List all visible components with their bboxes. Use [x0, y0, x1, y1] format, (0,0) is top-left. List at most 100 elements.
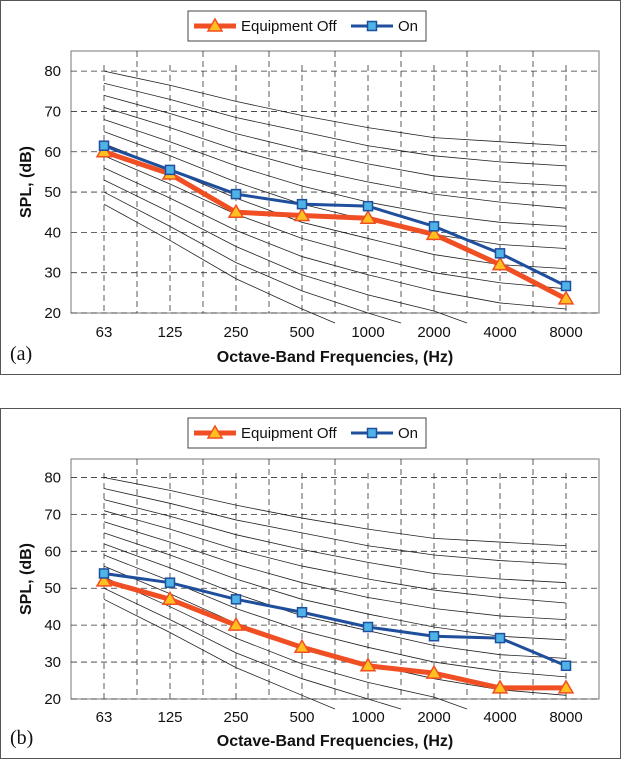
reference-curve: [103, 510, 567, 604]
series-line-on: [103, 144, 567, 288]
y-tick-label: 60: [44, 144, 61, 161]
series-line-on: [103, 571, 567, 668]
reference-curve: [103, 477, 567, 547]
marker-on: [560, 280, 572, 292]
marker-equipment-off: [425, 664, 443, 679]
marker-on: [98, 568, 110, 579]
x-tick-label: 500: [289, 709, 314, 726]
reference-curve: [103, 532, 567, 641]
reference-curve: [103, 191, 402, 324]
y-tick-label: 50: [44, 184, 61, 201]
x-tick-label: 2000: [417, 324, 450, 341]
x-tick-label: 63: [96, 324, 113, 341]
legend-marker-on: [366, 427, 378, 439]
marker-equipment-off: [491, 256, 509, 271]
x-tick-label: 8000: [549, 709, 582, 726]
legend-marker-equipment-off: [206, 424, 224, 439]
legend-label-on: On: [398, 425, 418, 442]
panel-label-b: (b): [10, 727, 34, 749]
marker-equipment-off: [557, 290, 575, 305]
marker-equipment-off: [95, 572, 113, 587]
reference-curve: [103, 203, 336, 324]
marker-equipment-off: [491, 679, 509, 694]
x-tick-label: 63: [96, 709, 113, 726]
x-tick-label: 2000: [417, 709, 450, 726]
y-tick-label: 40: [44, 617, 61, 634]
reference-curve: [103, 179, 468, 324]
y-tick-label: 70: [44, 103, 61, 120]
marker-equipment-off: [359, 657, 377, 672]
marker-on: [428, 630, 440, 642]
y-tick-label: 30: [44, 265, 61, 282]
marker-on: [494, 248, 506, 259]
chart-a-svg: 20 30 40 50 60 70 80 63 125 250 500 1000 2000 4000 800…: [18, 10, 600, 366]
x-tick-label: 1000: [351, 324, 384, 341]
y-tick-label: 20: [44, 305, 61, 322]
reference-curve: [103, 543, 567, 659]
chart-panel-b: 20 30 40 50 60 70 80 63 125 250 500 1000 2000 4000 800…: [0, 408, 621, 759]
marker-on: [296, 198, 308, 210]
chart-b-svg: 20 30 40 50 60 70 80 63 125 250 500 1000 2000 4000 800…: [18, 417, 600, 750]
marker-on: [362, 621, 374, 633]
legend-label-equipment-off: Equipment Off: [241, 425, 337, 442]
series-line-equipment-off: [103, 578, 566, 691]
reference-curve: [103, 155, 567, 290]
marker-on: [296, 606, 308, 618]
marker-on: [164, 577, 176, 588]
x-tick-label: 250: [223, 709, 248, 726]
y-tick-label: 20: [44, 691, 61, 708]
reference-curve: [103, 82, 567, 167]
y-tick-label: 30: [44, 654, 61, 671]
panel-label-a: (a): [10, 343, 33, 365]
chart-panel-a: 20 30 40 50 60 70 80 63 125 250 500 1000 2000 4000 800…: [0, 0, 621, 375]
marker-on: [362, 200, 374, 212]
x-tick-label: 4000: [483, 324, 516, 341]
marker-equipment-off: [359, 209, 377, 225]
marker-on: [494, 632, 506, 644]
y-tick-label: 80: [44, 63, 61, 80]
reference-curve: [103, 131, 567, 249]
marker-equipment-off: [227, 616, 245, 631]
x-tick-label: 500: [289, 324, 314, 341]
marker-on: [230, 594, 242, 605]
reference-curve: [103, 94, 567, 187]
marker-on: [428, 221, 440, 232]
x-axis-label: Octave-Band Frequencies, (Hz): [217, 733, 454, 750]
reference-curve: [103, 598, 336, 710]
legend-label-on: On: [398, 18, 418, 35]
reference-curve: [103, 521, 567, 621]
reference-curve: [103, 107, 567, 209]
marker-equipment-off: [293, 206, 311, 222]
legend-label-equipment-off: Equipment Off: [241, 18, 337, 35]
marker-on: [230, 188, 242, 200]
y-axis-label: SPL, (dB): [18, 146, 35, 218]
marker-equipment-off: [161, 590, 179, 606]
legend: Equipment Off On: [187, 10, 427, 42]
y-tick-label: 80: [44, 469, 61, 486]
x-tick-label: 125: [157, 709, 182, 726]
x-tick-label: 125: [157, 324, 182, 341]
y-tick-label: 70: [44, 506, 61, 523]
reference-curve: [103, 576, 468, 710]
y-tick-label: 40: [44, 224, 61, 241]
x-tick-label: 4000: [483, 709, 516, 726]
marker-on: [98, 140, 110, 151]
x-tick-label: 1000: [351, 709, 384, 726]
reference-curve: [103, 587, 402, 710]
marker-on: [164, 164, 176, 176]
reference-curve: [103, 70, 567, 147]
legend-marker-on: [366, 20, 378, 32]
y-axis-label: SPL, (dB): [18, 543, 35, 615]
marker-equipment-off: [557, 679, 575, 694]
legend: Equipment Off On: [187, 417, 427, 449]
y-tick-label: 60: [44, 543, 61, 560]
series-line-equipment-off: [103, 149, 568, 302]
x-tick-label: 8000: [549, 324, 582, 341]
reference-curve: [103, 167, 567, 310]
legend-marker-equipment-off: [206, 17, 224, 32]
marker-equipment-off: [425, 225, 443, 241]
y-tick-label: 50: [44, 580, 61, 597]
x-tick-label: 250: [223, 324, 248, 341]
reference-curve: [103, 488, 567, 565]
reference-curve: [103, 499, 567, 584]
